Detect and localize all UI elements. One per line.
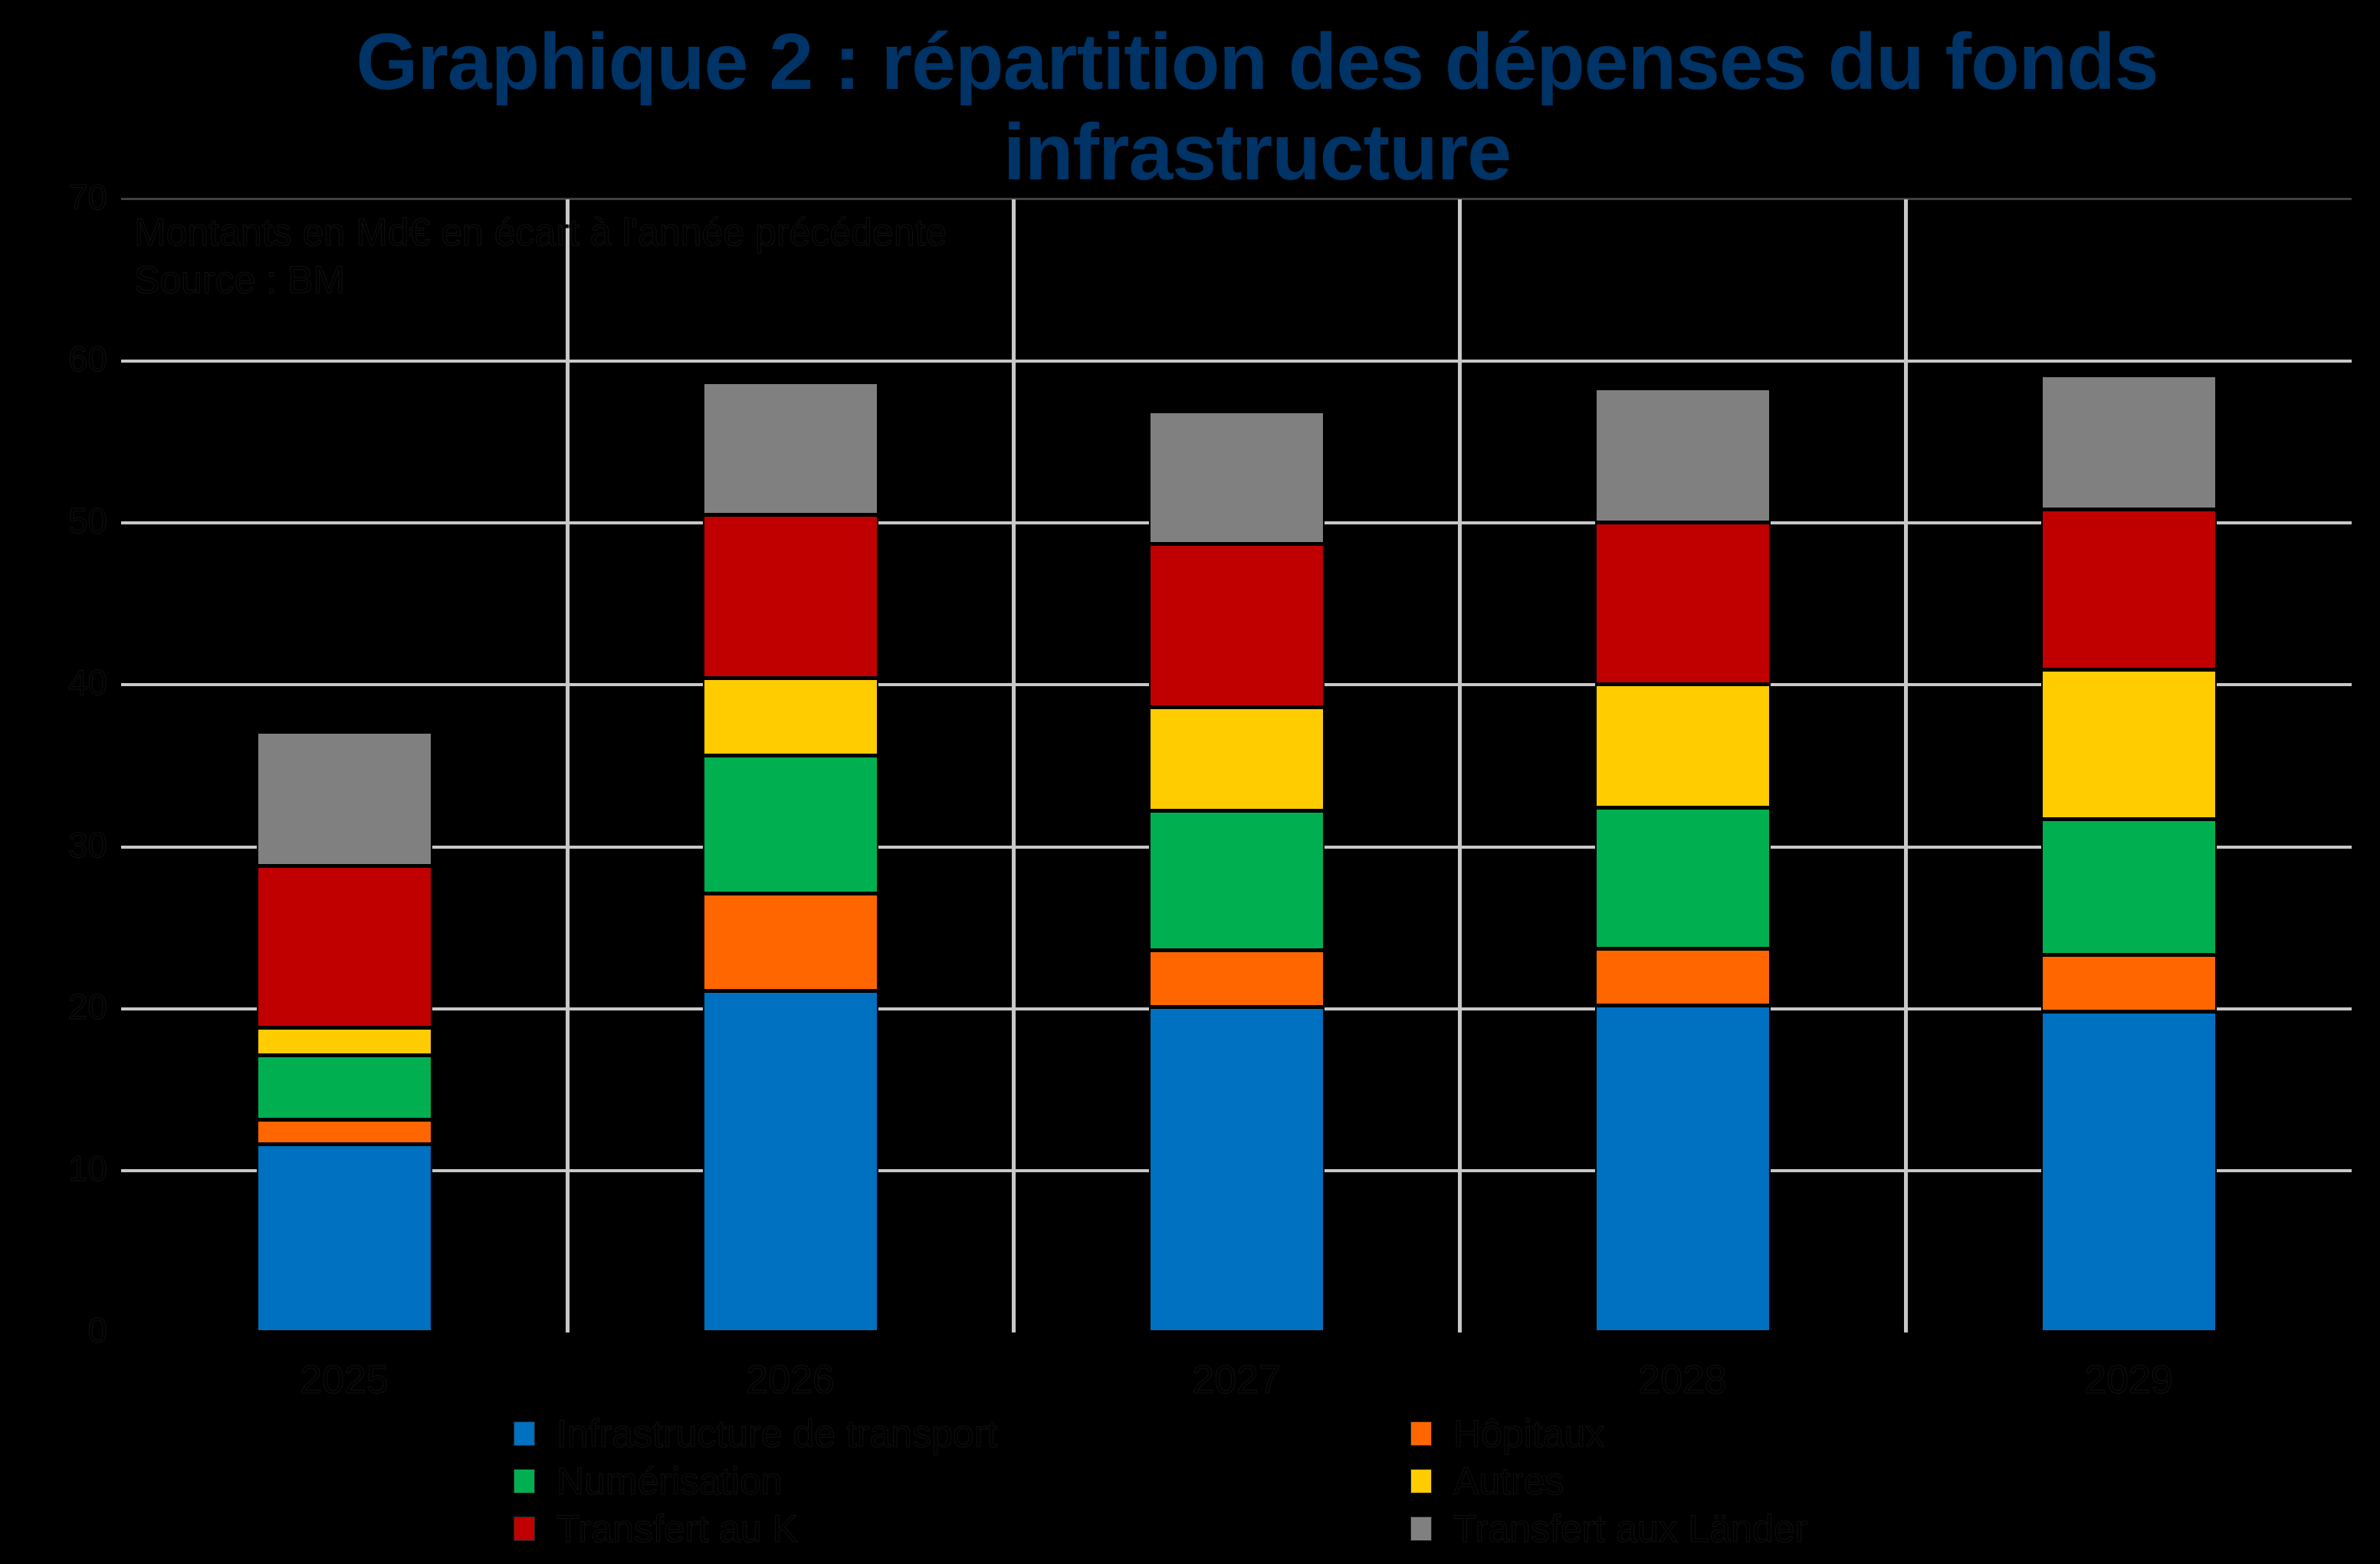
bar-2027 xyxy=(1149,411,1325,1332)
legend-item: Autres xyxy=(1410,1460,2024,1503)
legend-item: Transfert au K xyxy=(514,1507,1410,1551)
legend-swatch-icon xyxy=(514,1469,535,1493)
chart-title: Graphique 2 : répartition des dépenses d… xyxy=(123,17,2380,198)
y-tick-label: 30 xyxy=(67,824,107,865)
legend-item: Transfert aux Länder xyxy=(1410,1507,2024,1551)
vertical-gridline xyxy=(566,199,570,1332)
x-tick-label: 2027 xyxy=(1192,1358,1282,1403)
x-tick-label: 2025 xyxy=(300,1358,389,1403)
bar-segment xyxy=(257,1120,432,1145)
bar-segment xyxy=(703,756,878,894)
bar-segment xyxy=(1149,544,1325,708)
bar-segment xyxy=(2041,376,2217,511)
legend-item: Hôpitaux xyxy=(1410,1412,2024,1456)
legend-swatch-icon xyxy=(514,1516,535,1541)
x-tick-label: 2028 xyxy=(1638,1358,1728,1403)
bar-segment xyxy=(257,1028,432,1056)
legend-label: Autres xyxy=(1453,1460,1565,1503)
vertical-gridline xyxy=(1458,199,1462,1332)
legend-swatch-icon xyxy=(1410,1421,1432,1446)
bar-2025 xyxy=(257,731,432,1332)
legend-label: Numérisation xyxy=(556,1460,783,1503)
bar-segment xyxy=(1149,811,1325,951)
bar-segment xyxy=(1595,948,1771,1006)
bar-segment xyxy=(1595,685,1771,808)
bar-segment xyxy=(1149,1007,1325,1332)
bar-segment xyxy=(2041,819,2217,956)
gridline-70 xyxy=(121,198,2352,200)
bar-segment xyxy=(703,893,878,991)
plot-area xyxy=(121,198,2352,1332)
chart-title-line1: Graphique 2 : répartition des dépenses d… xyxy=(356,18,2158,107)
bar-segment xyxy=(2041,955,2217,1012)
legend-item: Infrastructure de transport xyxy=(514,1412,1410,1456)
source-note: Source : BM xyxy=(133,258,346,302)
bar-segment xyxy=(1595,389,1771,524)
bar-2028 xyxy=(1595,389,1771,1332)
bar-segment xyxy=(2041,510,2217,671)
legend-item: Numérisation xyxy=(514,1460,1410,1503)
bar-segment xyxy=(703,991,878,1332)
legend: Infrastructure de transport Hôpitaux Numér… xyxy=(514,1412,2047,1551)
legend-swatch-icon xyxy=(514,1421,535,1446)
y-tick-label: 60 xyxy=(67,339,107,380)
bar-segment xyxy=(257,731,432,866)
chart-annotation: Montants en Md€ en écart à l'année précé… xyxy=(133,209,947,304)
legend-swatch-icon xyxy=(1410,1469,1432,1493)
bar-segment xyxy=(1149,411,1325,544)
legend-label: Hôpitaux xyxy=(1453,1412,1605,1456)
legend-label: Transfert aux Länder xyxy=(1453,1507,1808,1551)
y-tick-label: 40 xyxy=(67,662,107,703)
vertical-gridline xyxy=(1904,199,1908,1332)
vertical-gridline xyxy=(1012,199,1016,1332)
legend-label: Infrastructure de transport xyxy=(556,1412,998,1456)
bar-segment xyxy=(703,678,878,757)
bar-segment xyxy=(1595,523,1771,685)
bar-segment xyxy=(703,514,878,679)
bar-segment xyxy=(2041,670,2217,820)
bar-segment xyxy=(1595,807,1771,949)
bar-segment xyxy=(257,866,432,1029)
chart-title-line2: infrastructure xyxy=(1003,108,1512,197)
bar-2026 xyxy=(703,382,878,1332)
y-tick-label: 50 xyxy=(67,501,107,541)
bar-segment xyxy=(257,1145,432,1332)
bar-2029 xyxy=(2041,376,2217,1332)
bar-segment xyxy=(1149,708,1325,812)
y-tick-label: 10 xyxy=(67,1148,107,1188)
legend-swatch-icon xyxy=(1410,1516,1432,1541)
x-tick-label: 2029 xyxy=(2084,1358,2174,1403)
bar-segment xyxy=(257,1055,432,1121)
bar-segment xyxy=(2041,1011,2217,1332)
y-tick-label: 20 xyxy=(67,986,107,1027)
x-tick-label: 2026 xyxy=(746,1358,835,1403)
gridline-60 xyxy=(121,360,2352,363)
bar-segment xyxy=(1595,1005,1771,1332)
y-tick-label: 0 xyxy=(87,1310,108,1351)
units-note: Montants en Md€ en écart à l'année précé… xyxy=(133,211,947,255)
bar-segment xyxy=(703,382,878,515)
legend-label: Transfert au K xyxy=(556,1507,799,1551)
bar-segment xyxy=(1149,950,1325,1007)
y-tick-label: 70 xyxy=(67,177,107,218)
